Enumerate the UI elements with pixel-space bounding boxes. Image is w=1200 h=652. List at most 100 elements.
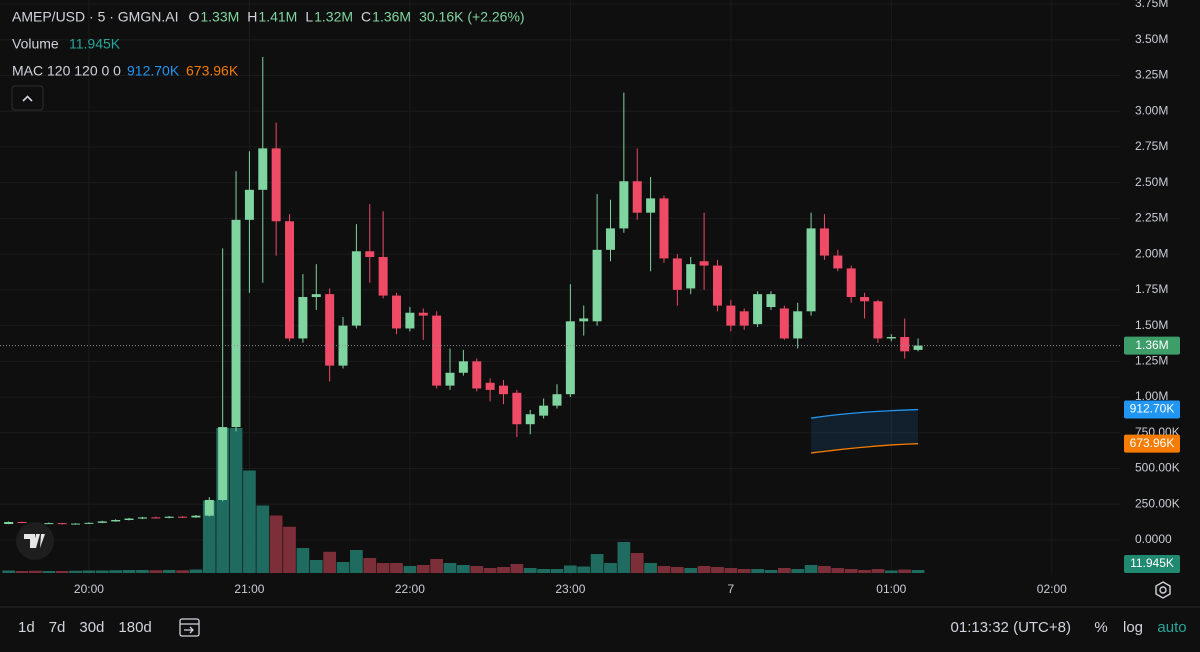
volume-bar bbox=[350, 550, 363, 573]
scale-button[interactable]: auto bbox=[1157, 619, 1186, 636]
candle-body bbox=[472, 361, 482, 389]
y-tick-label: 1.25M bbox=[1135, 354, 1168, 368]
candle-body bbox=[124, 518, 134, 520]
toolbar: 1d 7d 30d 180d 01:13:32 (UTC+8)% log auto bbox=[18, 619, 1187, 636]
candle-body bbox=[17, 521, 27, 523]
status-value: 1.32M bbox=[314, 9, 353, 25]
candle-body bbox=[97, 521, 107, 523]
volume-bar bbox=[497, 567, 510, 573]
volume-bar bbox=[229, 428, 243, 573]
candle-body bbox=[458, 361, 468, 373]
y-tick-label: 1.75M bbox=[1135, 282, 1168, 296]
volume-bar bbox=[323, 551, 336, 573]
candle-body bbox=[258, 148, 268, 190]
collapse-button[interactable] bbox=[11, 85, 44, 111]
volume-bar bbox=[336, 562, 350, 573]
status-key: H bbox=[247, 9, 257, 25]
volume-bar bbox=[764, 570, 778, 573]
candle-body bbox=[605, 228, 615, 250]
candle-body bbox=[231, 219, 241, 428]
volume-bar bbox=[256, 505, 270, 573]
mac-value-label: 673.96K bbox=[1130, 436, 1175, 450]
volume-layer bbox=[2, 428, 925, 573]
candle-body bbox=[111, 519, 121, 522]
volume-bar bbox=[777, 568, 791, 573]
tradingview-logo[interactable] bbox=[16, 522, 54, 560]
candle-body bbox=[244, 189, 254, 220]
y-tick-label: 0.0000 bbox=[1135, 532, 1172, 546]
volume-bar bbox=[95, 570, 109, 573]
range-button[interactable]: 30d bbox=[79, 619, 104, 636]
candle-body bbox=[218, 427, 228, 500]
volume-bar bbox=[550, 569, 564, 573]
volume-bar bbox=[604, 563, 617, 573]
y-tick-label: 2.25M bbox=[1135, 211, 1168, 225]
y-tick-label: 1.00M bbox=[1135, 389, 1168, 403]
status-key: L bbox=[305, 9, 313, 25]
candle-body bbox=[619, 181, 629, 229]
settings-button[interactable] bbox=[1155, 581, 1171, 599]
volume-value-label: 11.945K bbox=[1130, 556, 1174, 570]
range-button[interactable]: 1d bbox=[18, 619, 35, 636]
candle-body bbox=[632, 181, 642, 213]
candle-body bbox=[271, 148, 281, 222]
y-tick-label: 2.75M bbox=[1135, 139, 1168, 153]
candle-body bbox=[512, 392, 522, 425]
volume-bar bbox=[858, 570, 871, 573]
range-button[interactable]: 180d bbox=[118, 619, 151, 636]
x-tick-label: 7 bbox=[727, 582, 734, 596]
range-button[interactable]: 7d bbox=[49, 619, 66, 636]
candle-body bbox=[552, 394, 562, 406]
volume-bar bbox=[804, 565, 818, 573]
candle-body bbox=[806, 228, 816, 312]
candle-body bbox=[846, 268, 856, 298]
candle-body bbox=[338, 325, 348, 366]
volume-bar bbox=[283, 526, 296, 573]
candle-body bbox=[739, 311, 749, 326]
candle-body bbox=[204, 499, 214, 516]
candle-body bbox=[539, 405, 549, 416]
volume-bar bbox=[309, 560, 323, 573]
volume-bar bbox=[149, 570, 163, 573]
candle-body bbox=[164, 516, 174, 518]
volume-bar bbox=[376, 563, 390, 573]
volume-bar bbox=[898, 569, 912, 573]
volume-bar bbox=[136, 570, 149, 573]
volume-bar bbox=[109, 570, 123, 573]
volume-bar bbox=[29, 570, 42, 573]
date-range-button[interactable] bbox=[179, 618, 200, 637]
volume-bar bbox=[644, 563, 657, 573]
volume-bar bbox=[15, 571, 29, 573]
y-tick-label: 2.00M bbox=[1135, 246, 1168, 260]
mac-lower-legend: 673.96K bbox=[186, 63, 239, 79]
candle-body bbox=[418, 312, 428, 316]
volume-bar bbox=[630, 553, 644, 573]
y-tick-label: 2.50M bbox=[1135, 175, 1168, 189]
volume-bar bbox=[657, 566, 671, 573]
candle-body bbox=[712, 265, 722, 306]
y-tick-label: 3.75M bbox=[1135, 0, 1168, 10]
volume-bar bbox=[510, 564, 524, 573]
scale-button[interactable]: log bbox=[1123, 619, 1143, 636]
candle-body bbox=[766, 294, 776, 308]
candle-body bbox=[498, 385, 508, 395]
mac-value-label-box bbox=[1124, 434, 1180, 453]
candle-body bbox=[285, 221, 295, 339]
status-value: 1.41M bbox=[258, 9, 297, 25]
volume-bar bbox=[617, 542, 631, 573]
candle-body bbox=[311, 294, 321, 298]
scale-button[interactable]: % bbox=[1094, 619, 1107, 636]
candle-body bbox=[860, 297, 870, 302]
status-key: O bbox=[188, 9, 199, 25]
mac-value-label-box bbox=[1124, 400, 1180, 419]
candle-body bbox=[378, 256, 388, 296]
volume-bar bbox=[390, 563, 403, 573]
candle-body bbox=[686, 264, 696, 289]
mac-line bbox=[810, 408, 919, 419]
volume-bar bbox=[523, 568, 537, 573]
candle-body bbox=[365, 251, 375, 257]
volume-bar bbox=[243, 470, 256, 573]
volume-bar bbox=[122, 570, 136, 573]
candle-body bbox=[84, 522, 94, 524]
volume-bar bbox=[176, 570, 189, 573]
